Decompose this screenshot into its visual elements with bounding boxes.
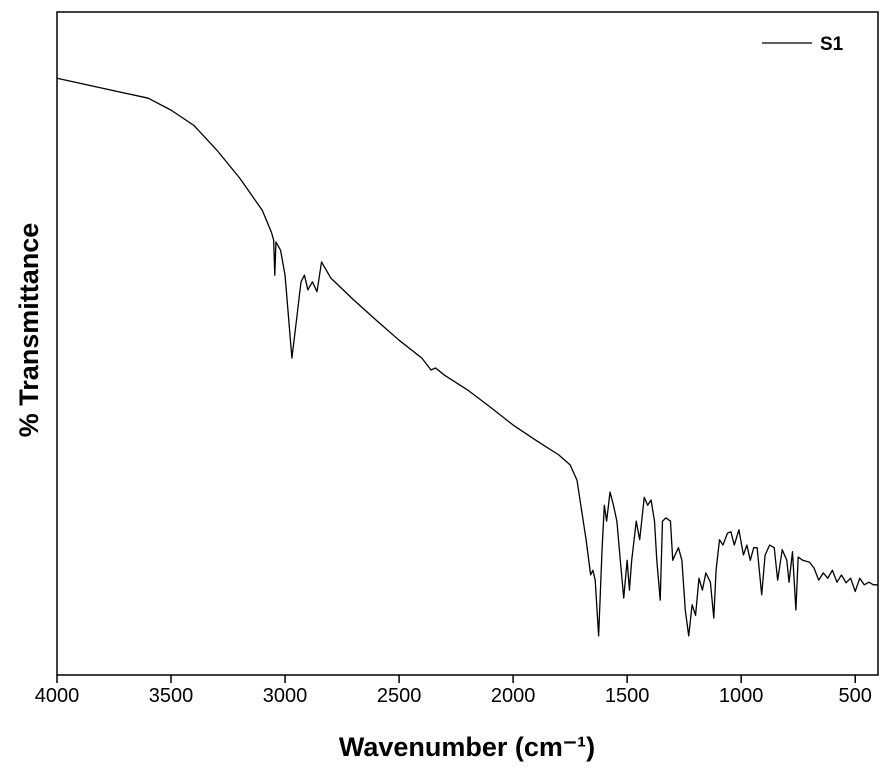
plot-frame [56, 11, 879, 676]
x-tick-label: 500 [839, 685, 872, 707]
x-axis-title: Wavenumber (cm⁻¹) [339, 732, 595, 762]
spectrum-line [56, 77, 878, 637]
x-tick-label: 2000 [491, 685, 536, 707]
x-tick-label: 2500 [377, 685, 422, 707]
x-tick-label: 3500 [149, 685, 194, 707]
y-axis-title: % Transmittance [14, 223, 44, 438]
x-tick-label: 4000 [35, 685, 80, 707]
x-tick-label: 1000 [719, 685, 764, 707]
legend-label: S1 [820, 34, 844, 55]
x-tick-label: 1500 [605, 685, 650, 707]
x-tick-label: 3000 [263, 685, 308, 707]
